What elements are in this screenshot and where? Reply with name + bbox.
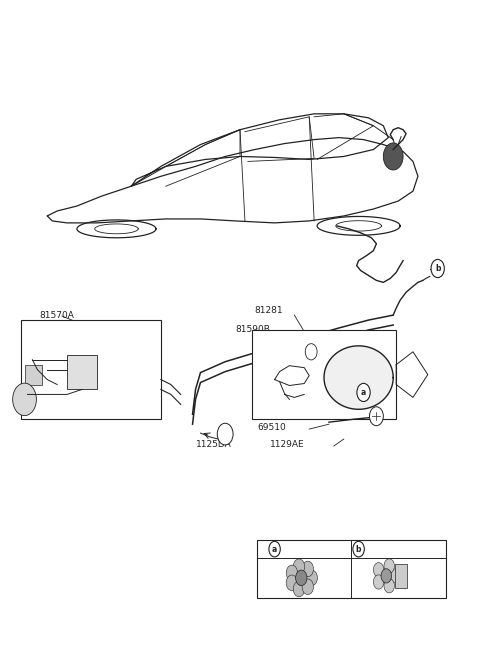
Circle shape <box>269 541 280 557</box>
Circle shape <box>286 565 298 581</box>
Text: 81281: 81281 <box>255 306 284 314</box>
Text: a: a <box>272 544 277 553</box>
Text: a: a <box>361 388 366 397</box>
Text: 81570A: 81570A <box>39 310 74 320</box>
Circle shape <box>373 575 384 589</box>
Circle shape <box>384 578 395 593</box>
Text: 1129AE: 1129AE <box>270 440 304 449</box>
Circle shape <box>381 569 392 583</box>
Circle shape <box>302 579 313 595</box>
Circle shape <box>293 581 305 597</box>
Text: b: b <box>435 264 441 273</box>
Text: 69510: 69510 <box>258 422 287 432</box>
Text: 87551: 87551 <box>275 333 303 341</box>
Circle shape <box>217 423 233 445</box>
Circle shape <box>296 570 307 586</box>
Text: 79552: 79552 <box>258 353 287 362</box>
Bar <box>24 365 42 384</box>
Bar <box>21 320 161 419</box>
Circle shape <box>391 569 401 583</box>
Circle shape <box>305 344 317 360</box>
Bar <box>395 564 407 588</box>
Bar <box>252 330 396 419</box>
Bar <box>67 355 96 390</box>
Text: b: b <box>356 544 361 553</box>
Text: 81199: 81199 <box>369 544 397 553</box>
Circle shape <box>353 541 364 557</box>
Text: 98652: 98652 <box>285 544 313 553</box>
Circle shape <box>302 561 313 576</box>
Circle shape <box>384 559 395 573</box>
Circle shape <box>286 575 298 591</box>
Circle shape <box>357 383 370 402</box>
Text: 81575: 81575 <box>24 347 53 356</box>
Circle shape <box>306 570 317 586</box>
Text: 81590B: 81590B <box>235 326 270 335</box>
Polygon shape <box>324 346 393 409</box>
Circle shape <box>431 259 444 278</box>
Circle shape <box>373 563 384 577</box>
Circle shape <box>370 407 384 426</box>
Bar <box>257 540 445 598</box>
Circle shape <box>384 143 403 170</box>
Circle shape <box>293 559 305 574</box>
Circle shape <box>12 383 36 416</box>
Text: 1125DA: 1125DA <box>195 440 231 449</box>
Text: 81275: 81275 <box>24 403 53 412</box>
